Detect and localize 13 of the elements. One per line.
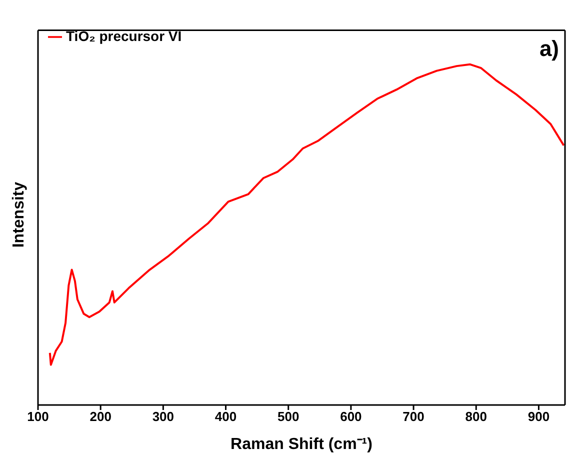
x-tick-label: 200 [90, 409, 112, 424]
x-tick-label: 400 [214, 409, 237, 424]
x-tick-label: 600 [340, 409, 362, 424]
x-tick-label: 300 [152, 409, 174, 424]
x-axis-title: Raman Shift (cm⁻¹) [230, 436, 372, 453]
text: a) [539, 36, 559, 62]
x-tick-label: 500 [278, 409, 300, 424]
x-tick-label: 700 [402, 409, 424, 424]
legend-label: TiO₂ precursor VI [66, 28, 182, 44]
x-tick-label: 900 [528, 409, 550, 424]
y-axis-title: Intensity [10, 182, 28, 248]
x-tick-label: 800 [465, 409, 487, 424]
x-tick-label: 100 [27, 409, 49, 424]
